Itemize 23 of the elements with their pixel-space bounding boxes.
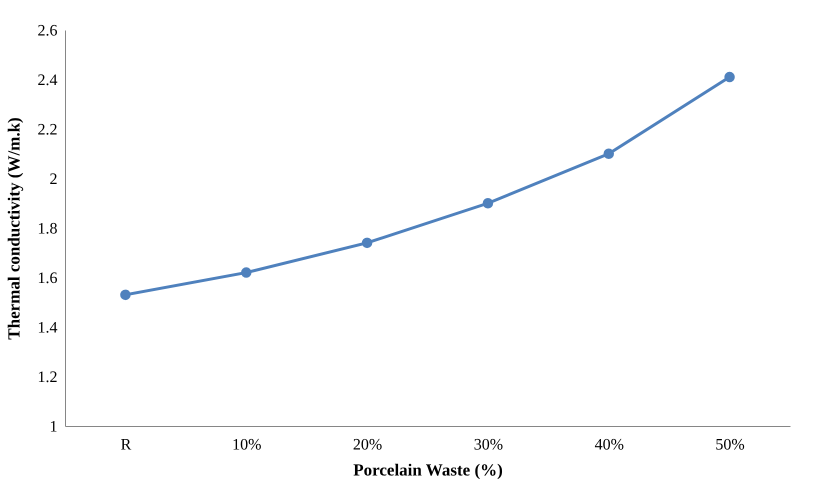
x-tick-label: 40% [594,436,624,454]
point [241,267,252,278]
point [604,148,614,159]
x-tick-label: 20% [352,436,382,454]
x-tick-label: 50% [715,436,745,454]
y-axis-title: Thermal conductivity (W/m.k) [4,117,24,340]
y-tick-label: 2.2 [38,122,58,138]
y-tick-label: 1.4 [38,320,58,336]
x-tick-label: R [120,436,132,454]
y-tick-label: 2 [50,171,58,188]
point [724,72,735,82]
point [362,238,372,248]
y-tick-label: 1.6 [38,270,58,287]
x-tick-label: 30% [474,436,504,454]
x-tick-label: 10% [232,436,262,454]
y-tick-label: 1.8 [38,220,58,238]
y-tick-label: 1 [50,418,58,436]
point [120,290,131,300]
y-tick-label: 1.2 [38,369,58,386]
y-tick-label: 2.4 [38,72,58,89]
y-tick-label: 2.6 [38,22,58,40]
point [482,198,494,208]
x-axis-title: Porcelain Waste (%) [353,460,503,480]
